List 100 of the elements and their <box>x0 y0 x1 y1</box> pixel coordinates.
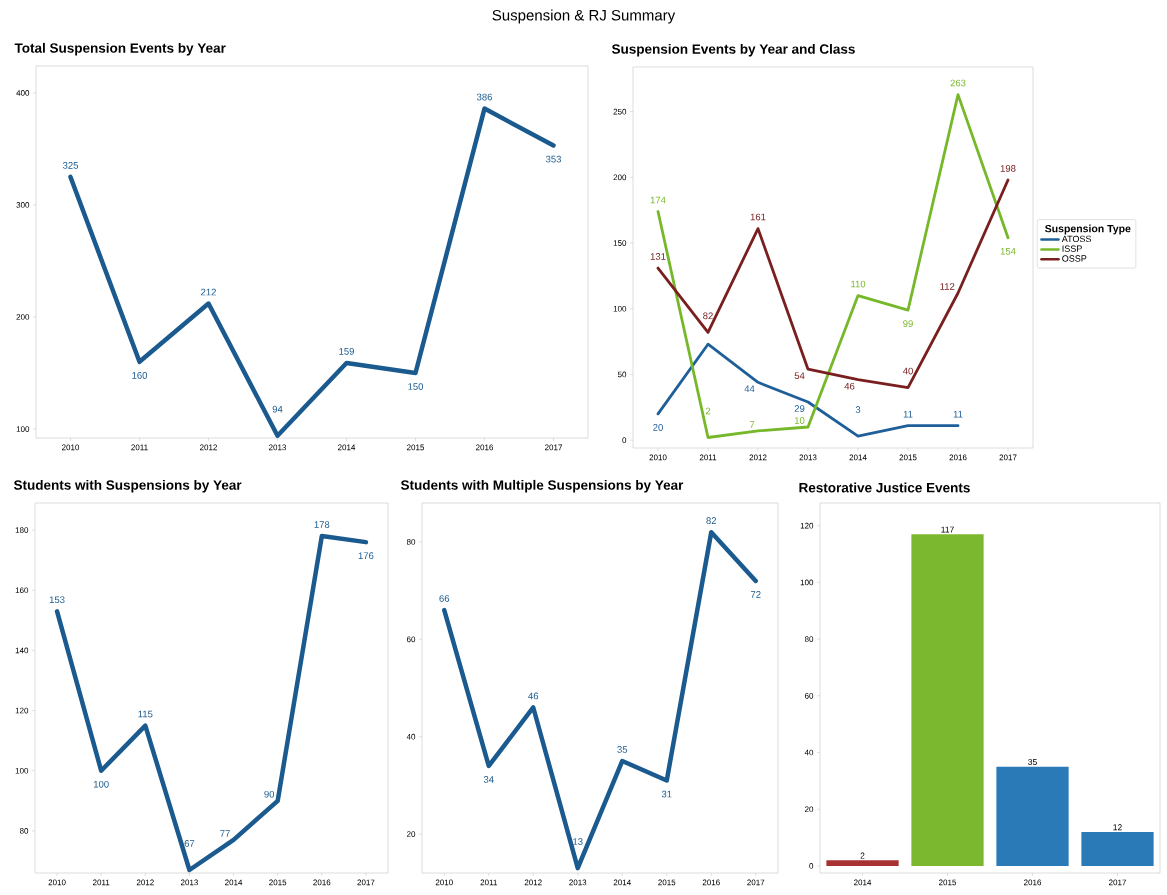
x-tick-label: 2010 <box>62 444 80 451</box>
y-tick-label: 60 <box>406 636 416 643</box>
data-label: 46 <box>844 382 855 390</box>
data-label: 153 <box>49 596 65 604</box>
x-tick-label: 2011 <box>699 454 717 461</box>
y-tick-label: 300 <box>16 202 30 208</box>
data-label: 44 <box>744 385 755 393</box>
data-label: 35 <box>617 746 628 753</box>
x-tick-label: 2015 <box>269 879 287 886</box>
x-tick-label: 2011 <box>92 879 110 886</box>
data-label: 35 <box>1028 758 1037 765</box>
x-tick-label: 2015 <box>939 879 957 886</box>
x-tick-label: 2010 <box>649 454 667 461</box>
y-tick-label: 0 <box>622 437 627 443</box>
data-label: 31 <box>661 790 672 798</box>
data-label: 11 <box>903 410 913 418</box>
data-label: 161 <box>750 213 766 221</box>
x-tick-label: 2016 <box>1024 879 1042 886</box>
data-label: 99 <box>903 320 913 327</box>
data-label: 386 <box>476 93 492 101</box>
data-label: 198 <box>1000 165 1016 172</box>
x-tick-label: 2017 <box>999 454 1017 461</box>
x-tick-label: 2012 <box>136 879 154 886</box>
x-tick-label: 2017 <box>1109 879 1126 886</box>
y-tick-label: 120 <box>800 522 814 529</box>
chart-title: Total Suspension Events by Year <box>14 42 226 56</box>
data-label: 77 <box>220 830 230 837</box>
x-tick-label: 2013 <box>799 454 817 461</box>
legend-label: ATOSS <box>1061 235 1092 243</box>
chart-title: Students with Suspensions by Year <box>13 479 242 493</box>
data-label: 40 <box>902 367 913 375</box>
data-label: 90 <box>264 790 275 798</box>
bar <box>911 534 984 866</box>
chart-title: Suspension Events by Year and Class <box>611 43 855 57</box>
bar <box>1081 831 1154 866</box>
x-tick-label: 2016 <box>949 454 967 461</box>
data-label: 100 <box>93 780 109 788</box>
x-tick-label: 2017 <box>545 444 562 451</box>
x-tick-label: 2017 <box>357 879 375 886</box>
y-tick-label: 50 <box>617 371 627 378</box>
y-tick-label: 100 <box>800 579 814 586</box>
x-tick-label: 2011 <box>131 444 148 451</box>
x-tick-label: 2013 <box>269 444 287 451</box>
legend-label: ISSP <box>1062 245 1082 252</box>
x-tick-label: 2014 <box>854 879 872 886</box>
y-tick-label: 200 <box>613 174 627 181</box>
data-label: 159 <box>339 348 354 355</box>
x-tick-label: 2017 <box>747 879 765 886</box>
x-tick-label: 2013 <box>569 879 587 886</box>
data-label: 82 <box>706 517 717 525</box>
y-tick-label: 100 <box>15 767 29 774</box>
legend-title: Suspension Type <box>1045 224 1131 235</box>
data-label: 176 <box>358 552 374 560</box>
data-label: 7 <box>750 421 755 428</box>
data-label: 29 <box>794 405 805 412</box>
y-tick-label: 120 <box>15 707 29 714</box>
chart-title: Students with Multiple Suspensions by Year <box>400 479 684 493</box>
y-tick-label: 80 <box>804 636 814 642</box>
y-tick-label: 80 <box>406 539 416 545</box>
data-label: 11 <box>953 410 963 418</box>
y-tick-label: 80 <box>19 828 29 834</box>
chart-title: Restorative Justice Events <box>799 482 970 493</box>
x-tick-label: 2012 <box>524 879 542 886</box>
x-tick-label: 2010 <box>48 879 66 886</box>
y-tick-label: 400 <box>16 90 30 96</box>
x-tick-label: 2014 <box>225 879 243 886</box>
data-label: 178 <box>314 521 330 528</box>
y-tick-label: 40 <box>406 733 416 740</box>
x-tick-label: 2014 <box>338 444 356 451</box>
data-label: 160 <box>132 372 148 379</box>
y-tick-label: 100 <box>16 426 30 432</box>
y-tick-label: 180 <box>15 527 29 533</box>
data-label: 212 <box>201 288 216 296</box>
data-label: 117 <box>941 526 954 533</box>
text: Suspension & RJ Summary <box>492 9 676 24</box>
x-tick-label: 2010 <box>435 879 453 886</box>
data-label: 10 <box>794 417 805 424</box>
x-tick-label: 2012 <box>749 454 767 461</box>
data-label: 131 <box>650 253 666 260</box>
y-tick-label: 100 <box>613 305 627 312</box>
x-tick-label: 2015 <box>407 444 425 451</box>
y-tick-label: 160 <box>15 587 29 594</box>
data-label: 2 <box>705 407 711 415</box>
data-label: 34 <box>483 776 494 783</box>
y-tick-label: 20 <box>804 806 814 813</box>
x-tick-label: 2016 <box>702 879 720 886</box>
data-label: 115 <box>138 710 153 718</box>
x-tick-label: 2015 <box>899 454 917 461</box>
data-label: 46 <box>528 692 539 700</box>
y-tick-label: 20 <box>406 831 416 837</box>
data-label: 20 <box>653 424 663 431</box>
data-label: 263 <box>950 79 966 87</box>
data-label: 72 <box>750 591 761 598</box>
data-label: 54 <box>794 372 805 380</box>
y-tick-label: 140 <box>15 647 29 654</box>
data-label: 3 <box>855 406 861 413</box>
x-tick-label: 2014 <box>613 879 631 886</box>
x-tick-label: 2013 <box>180 879 198 886</box>
y-tick-label: 40 <box>804 749 814 756</box>
x-tick-label: 2014 <box>849 454 867 461</box>
